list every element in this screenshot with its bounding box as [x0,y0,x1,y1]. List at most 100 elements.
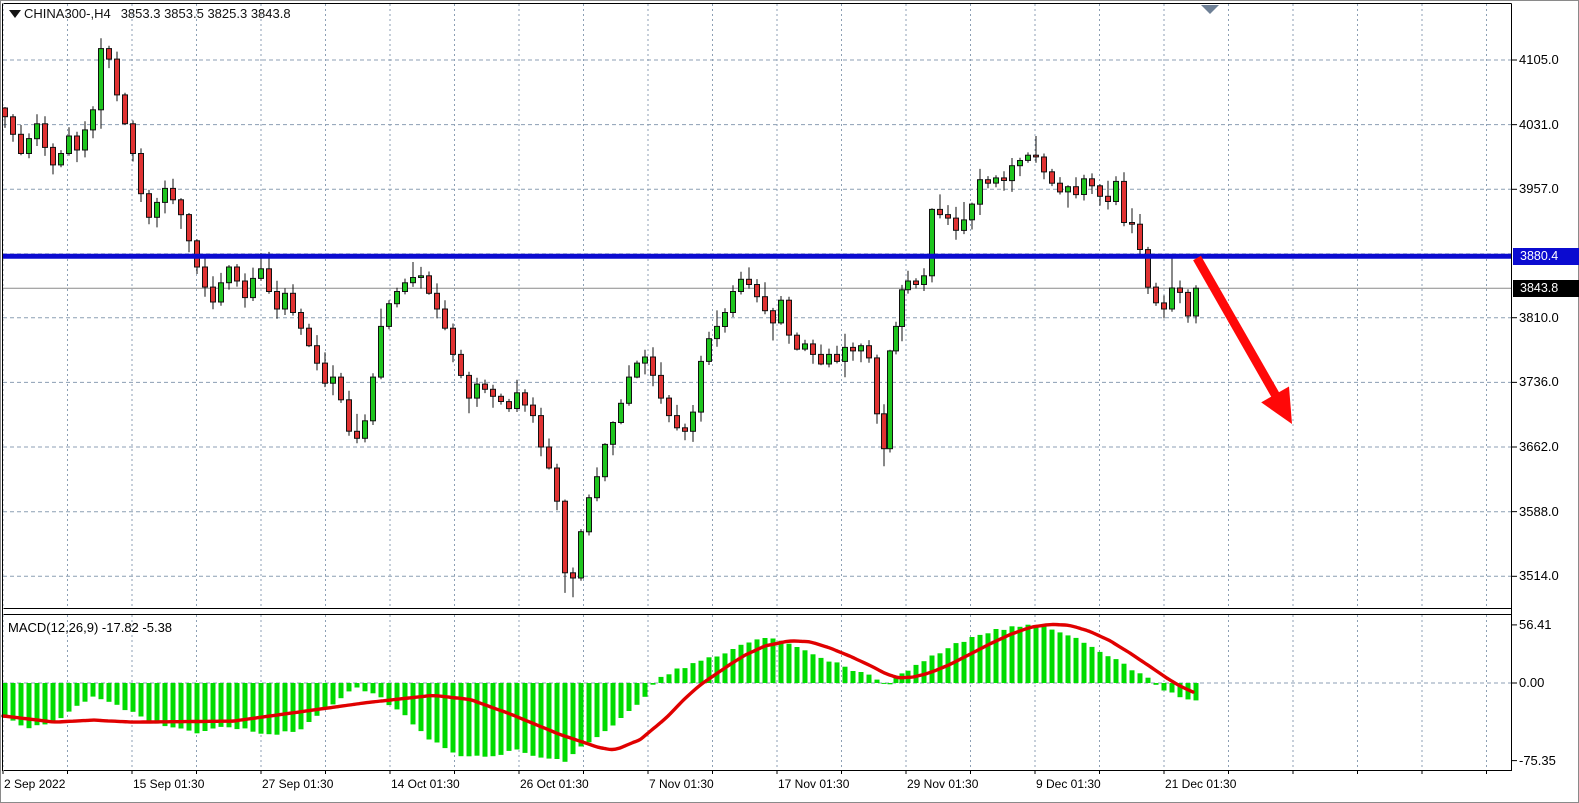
bull-candle [34,123,40,140]
bull-candle [1081,178,1087,196]
bull-candle [394,291,400,305]
bull-candle [905,280,911,291]
bull-candle [698,360,704,413]
bear-candle [10,116,16,135]
macd-bar [434,683,440,743]
macd-bar [34,683,40,726]
macd-bar [682,668,688,683]
macd-bar [394,683,400,710]
macd-bar [1001,629,1007,683]
price-axis-label: 3514.0 [1519,568,1559,584]
date-axis-label: 15 Sep 01:30 [133,777,205,791]
bull-candle [893,325,899,352]
date-axis-label: 26 Oct 01:30 [520,777,589,791]
macd-bar [874,679,880,683]
bull-candle [250,277,256,299]
macd-bar [1145,677,1151,683]
macd-bar [650,683,656,685]
macd-bar [426,683,432,740]
bear-candle [1161,302,1167,310]
bull-candle [738,278,744,292]
macd-bar [66,683,72,712]
macd-bar [1129,670,1135,683]
macd-bar [282,683,288,732]
macd-bar [634,683,640,705]
bear-candle [1153,286,1159,304]
macd-axis-label: 0.00 [1519,675,1545,690]
bull-candle [690,411,696,432]
bull-candle [410,277,416,284]
bull-candle [402,282,408,292]
pane-frames [2,3,1517,774]
last-bar-marker-icon[interactable] [1201,5,1219,14]
bear-candle [674,415,680,429]
date-axis-label: 17 Nov 01:30 [778,777,850,791]
bear-candle [913,280,919,285]
bear-candle [2,107,8,118]
bull-candle [899,289,905,327]
bull-candle [802,343,808,350]
macd-bar [626,683,632,711]
trend-arrow-shaft[interactable] [1193,255,1283,402]
macd-bar [386,683,392,706]
macd-bar [506,683,512,751]
macd-bar [242,683,248,729]
bull-candle [993,177,999,184]
last-price-chip: 3843.8 [1513,280,1579,297]
macd-bar [266,683,272,735]
macd-bar [90,683,96,697]
bear-candle [650,356,656,376]
macd-bar [474,683,480,756]
macd-bar [42,683,48,725]
bull-candle [26,138,32,155]
macd-bar [754,639,760,683]
bear-candle [1145,249,1151,288]
macd-bar [530,683,536,756]
bear-candle [786,299,792,336]
macd-bar [370,683,376,694]
macd-bar [490,683,496,757]
trend-arrow-head[interactable] [1261,386,1292,425]
bull-candle [98,48,104,111]
bear-candle [138,153,144,195]
date-axis-label: 29 Nov 01:30 [907,777,979,791]
bear-candle [202,266,208,288]
bull-candle [162,187,168,203]
bull-candle [887,350,893,450]
bull-candle [154,201,160,218]
bear-candle [466,374,472,399]
bear-candle [746,278,752,285]
macd-bar [322,683,328,710]
bear-candle [937,208,943,216]
macd-bar [194,683,200,734]
macd-bar [450,683,456,753]
price-axis-label: 3662.0 [1519,439,1559,454]
macd-bar [1121,663,1127,683]
bull-candle [218,282,224,303]
bear-candle [1105,195,1111,203]
macd-bar [746,642,752,683]
candlestick-series[interactable] [2,38,1199,598]
macd-bar [226,683,232,728]
macd-bar [714,656,720,683]
bear-candle [530,404,536,417]
bull-candle [82,129,88,151]
macd-bar [666,674,672,683]
macd-indicator-label: MACD(12,26,9) -17.82 -5.38 [8,620,173,635]
bull-candle [282,292,288,310]
macd-axis-label: -75.35 [1519,752,1556,768]
symbol-dropdown-icon[interactable] [9,10,21,18]
macd-bar [674,668,680,683]
bull-candle [634,362,640,378]
bear-candle [818,353,824,365]
bear-candle [178,199,184,216]
macd-bar [610,683,616,726]
bull-candle [714,325,720,340]
bear-candle [554,467,560,502]
macd-bar [554,683,560,759]
macd-bar [458,683,464,757]
macd-bar [378,683,384,698]
macd-bar [410,683,416,725]
bull-candle [626,376,632,404]
